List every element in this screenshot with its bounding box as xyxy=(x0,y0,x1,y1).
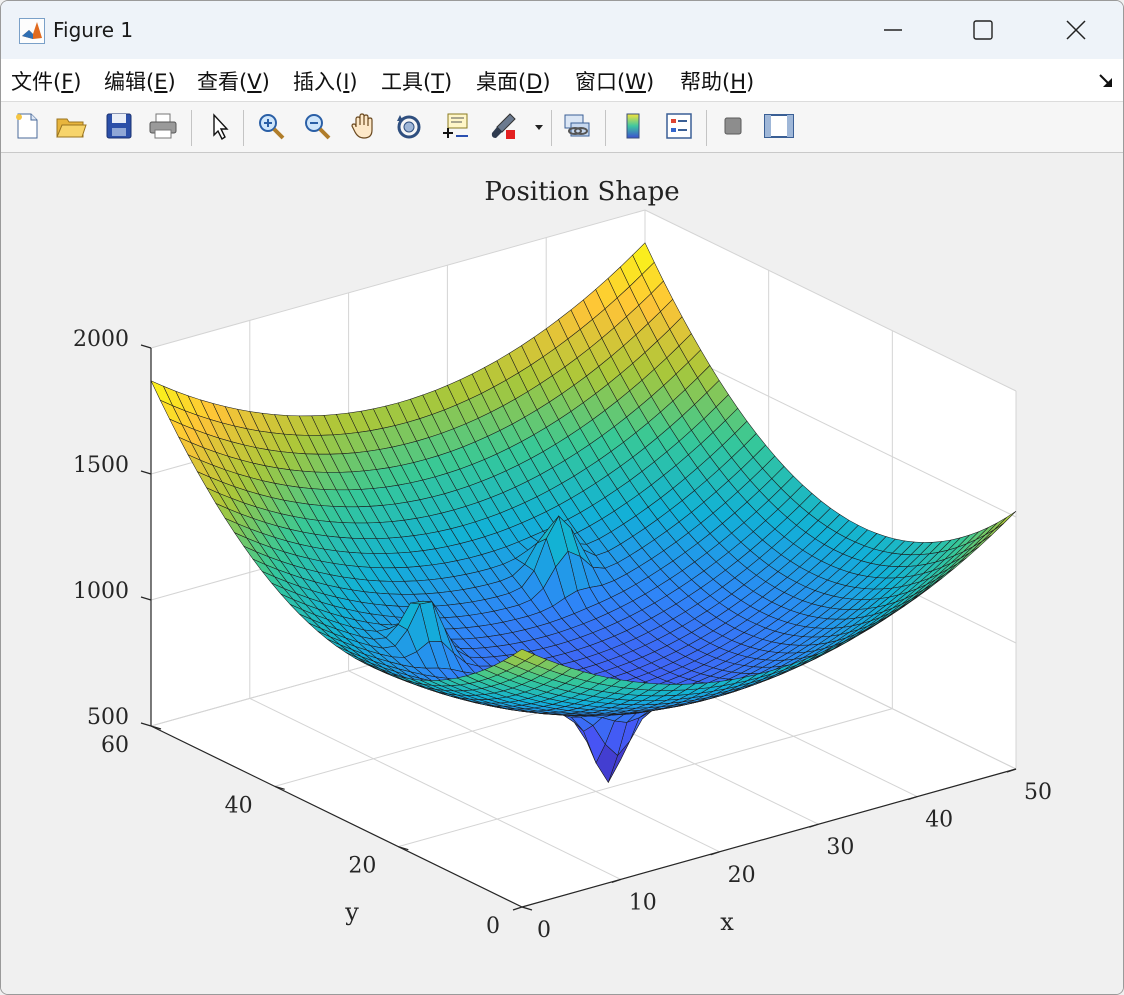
x-tick xyxy=(1006,768,1017,773)
grid-line xyxy=(398,708,893,848)
minimize-button[interactable] xyxy=(846,1,940,59)
close-icon xyxy=(1066,20,1086,40)
y-axis-label: y xyxy=(344,898,359,926)
legend-icon xyxy=(666,113,692,139)
maximize-button[interactable] xyxy=(936,1,1030,59)
rotate-3d-icon xyxy=(397,115,421,139)
print-icon xyxy=(149,113,177,139)
hide-plot-tools-button[interactable] xyxy=(715,108,751,144)
y-tick xyxy=(398,846,409,851)
grid-line xyxy=(150,209,646,349)
x-axis-label: x xyxy=(720,908,734,936)
y-tick-label: 0 xyxy=(486,914,500,939)
surface-mesh xyxy=(150,242,1017,784)
close-button[interactable] xyxy=(1029,1,1123,59)
menu-insert[interactable]: 插入(I) xyxy=(293,70,358,94)
z-tick-label: 2000 xyxy=(73,327,129,352)
y-tick xyxy=(274,785,285,790)
rotate-3d-button[interactable] xyxy=(391,108,427,144)
y-axis-line xyxy=(150,725,523,908)
brush-dropdown-icon[interactable] xyxy=(533,122,545,132)
data-cursor-icon xyxy=(443,113,468,138)
z-tick xyxy=(140,470,152,475)
open-file-button[interactable] xyxy=(53,108,89,144)
y-tick xyxy=(150,725,162,730)
data-cursor-button[interactable] xyxy=(437,108,473,144)
z-tick xyxy=(140,344,152,349)
pan-button[interactable] xyxy=(345,108,381,144)
x-tick-label: 50 xyxy=(1024,780,1052,805)
z-tick xyxy=(140,596,152,601)
zoom-in-icon xyxy=(259,114,285,140)
window-title: Figure 1 xyxy=(53,18,134,42)
x-tick-label: 0 xyxy=(537,918,551,943)
surface-face xyxy=(512,648,535,662)
menu-view[interactable]: 查看(V) xyxy=(197,70,270,94)
title-bar[interactable]: Figure 1 xyxy=(1,1,1123,59)
x-tick xyxy=(809,823,819,828)
save-icon xyxy=(106,113,132,139)
maximize-icon xyxy=(973,20,993,40)
grid-line xyxy=(249,697,622,880)
z-tick xyxy=(140,722,152,727)
menu-file[interactable]: 文件(F) xyxy=(11,70,82,94)
z-tick-label: 1000 xyxy=(73,579,129,604)
print-button[interactable] xyxy=(145,108,181,144)
y-tick xyxy=(521,906,533,911)
chart-title: Position Shape xyxy=(484,177,680,207)
menu-bar: 文件(F) 编辑(E) 查看(V) 插入(I) 工具(T) 桌面(D) 窗口(W… xyxy=(1,59,1123,102)
legend-button[interactable] xyxy=(661,108,697,144)
z-tick-label: 500 xyxy=(87,705,129,730)
z-tick-label: 1500 xyxy=(73,453,129,478)
hide-plot-tools-icon xyxy=(724,117,742,135)
x-tick-label: 40 xyxy=(925,808,953,833)
x-tick xyxy=(611,878,621,883)
brush-button[interactable] xyxy=(485,108,521,144)
open-file-icon xyxy=(56,118,87,138)
select-arrow-icon xyxy=(213,113,229,141)
grid-line xyxy=(348,670,720,853)
pan-hand-icon xyxy=(351,113,373,139)
x-tick-label: 10 xyxy=(629,890,657,915)
zoom-out-icon xyxy=(305,114,331,140)
floor-plane xyxy=(151,588,1016,907)
menu-desktop[interactable]: 桌面(D) xyxy=(476,70,551,94)
menu-tools[interactable]: 工具(T) xyxy=(381,70,453,94)
brush-icon xyxy=(491,113,516,139)
y-tick-label: 60 xyxy=(101,733,129,758)
figure-toolbar xyxy=(1,102,1123,153)
zoom-out-button[interactable] xyxy=(299,108,335,144)
select-arrow-button[interactable] xyxy=(201,108,237,144)
x-tick-label: 30 xyxy=(826,835,854,860)
x-tick xyxy=(710,851,720,856)
minimize-icon xyxy=(884,29,902,31)
menu-window[interactable]: 窗口(W) xyxy=(575,70,655,94)
link-plot-icon xyxy=(564,114,590,137)
matlab-logo-icon xyxy=(19,18,45,44)
new-figure-button[interactable] xyxy=(9,108,45,144)
x-tick xyxy=(908,796,918,801)
colorbar-button[interactable] xyxy=(615,108,651,144)
y-tick-label: 20 xyxy=(348,854,376,879)
grid-line xyxy=(644,209,1017,392)
menu-help[interactable]: 帮助(H) xyxy=(680,70,755,94)
y-tick-label: 40 xyxy=(225,793,253,818)
show-plot-tools-button[interactable] xyxy=(761,108,797,144)
x-tick-label: 20 xyxy=(728,863,756,888)
menu-edit[interactable]: 编辑(E) xyxy=(104,70,176,94)
colorbar-icon xyxy=(626,113,640,139)
save-button[interactable] xyxy=(101,108,137,144)
x-tick xyxy=(512,906,523,911)
link-plot-button[interactable] xyxy=(559,108,595,144)
dock-arrow-icon[interactable] xyxy=(1097,71,1115,89)
x-axis-line xyxy=(521,768,1017,908)
zoom-in-button[interactable] xyxy=(253,108,289,144)
new-figure-icon xyxy=(16,113,38,139)
show-plot-tools-icon xyxy=(764,114,794,138)
figure-canvas[interactable]: Position Shape 0 10 20 30 40 50 0 20 40 60 500 1000… xyxy=(1,153,1123,994)
